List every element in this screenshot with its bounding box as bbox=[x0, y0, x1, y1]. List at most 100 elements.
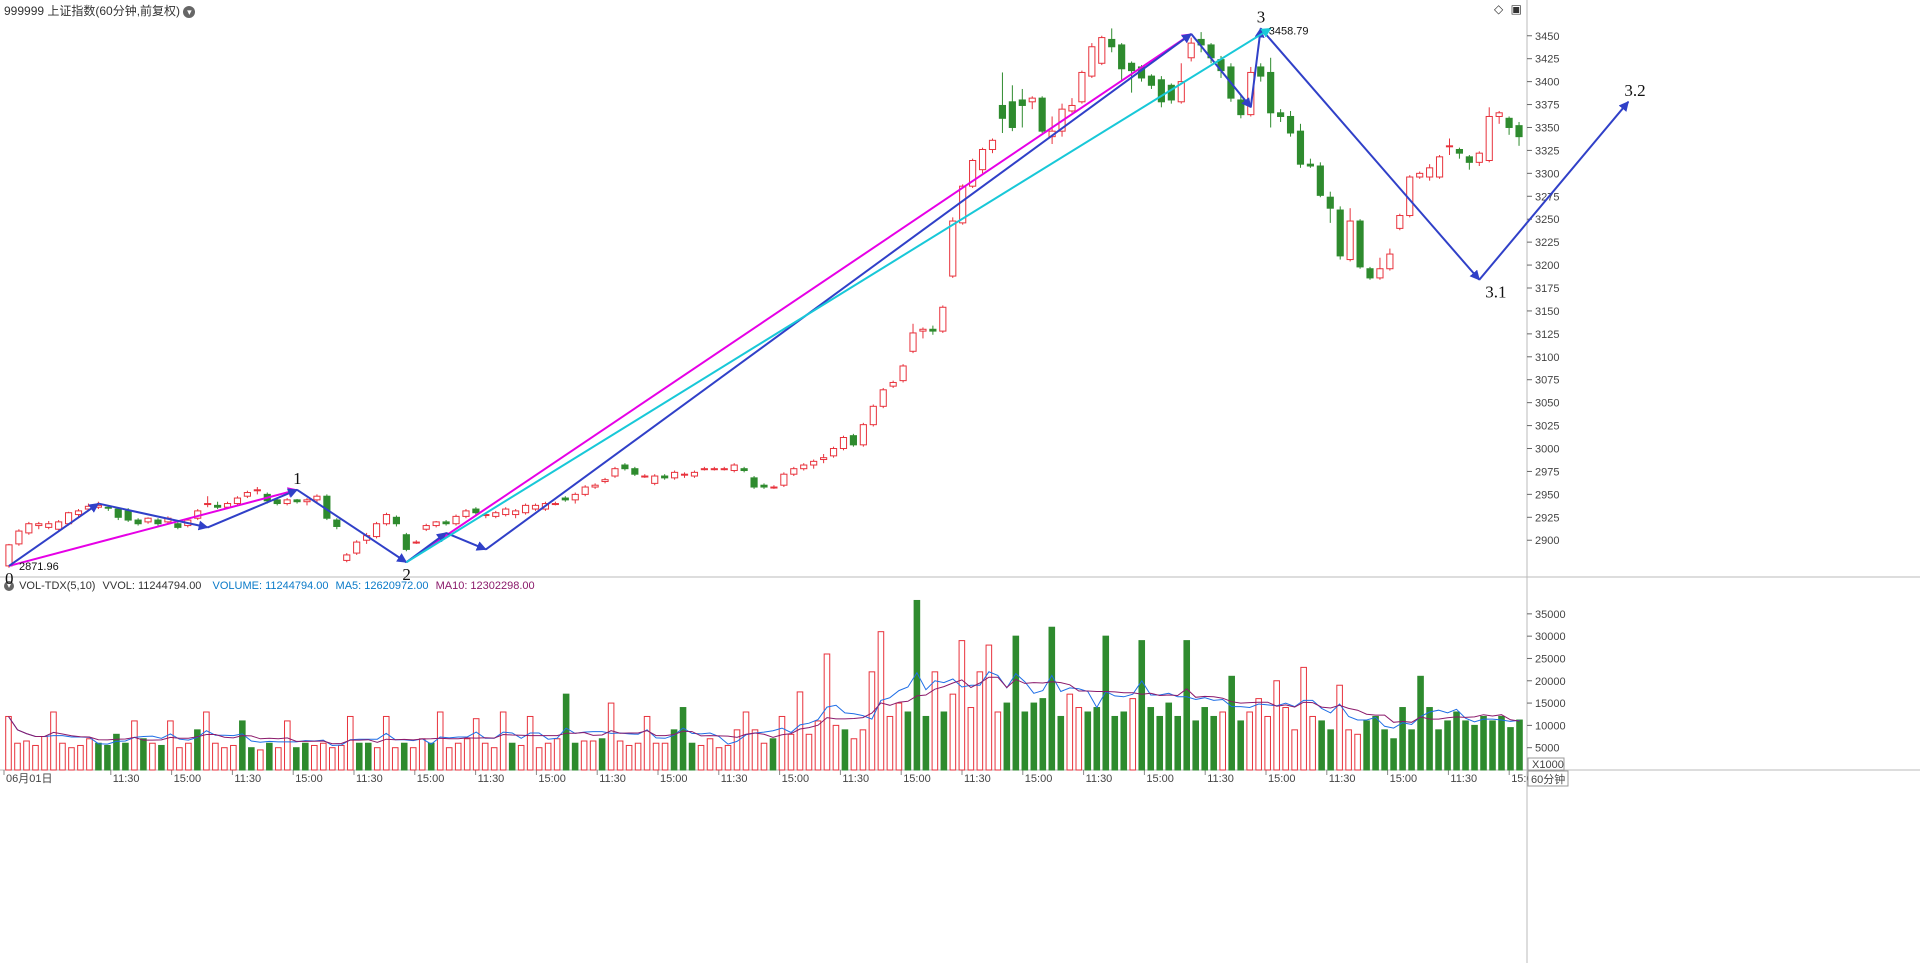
volume-menu-icon[interactable]: ▾ bbox=[4, 581, 14, 592]
candle-body bbox=[641, 475, 649, 478]
trend-line-cyan bbox=[405, 27, 1272, 564]
price-tick-label: 3125 bbox=[1535, 329, 1559, 341]
diamond-icon[interactable]: ◇ bbox=[1494, 2, 1504, 16]
candle-body bbox=[949, 220, 957, 277]
volume-bar bbox=[1174, 715, 1182, 771]
volume-bar bbox=[625, 744, 633, 771]
candle-body bbox=[1157, 79, 1165, 103]
candle-body bbox=[1267, 71, 1275, 114]
candle-body bbox=[899, 365, 907, 382]
volume-bar bbox=[1462, 720, 1469, 771]
candle-body bbox=[124, 510, 132, 521]
volume-indicator-name: VOL-TDX(5,10) bbox=[19, 580, 96, 592]
volume-bar bbox=[364, 742, 372, 771]
candle-body bbox=[114, 508, 122, 518]
high-price-label: 3458.79 bbox=[1269, 25, 1309, 37]
x-tick-label: 15:00 bbox=[1390, 773, 1418, 785]
candle-body bbox=[1495, 112, 1503, 117]
candle-body bbox=[829, 448, 838, 457]
volume-bar bbox=[104, 744, 111, 771]
candle-body bbox=[432, 521, 440, 527]
volume-bar bbox=[131, 720, 138, 771]
candle-body bbox=[810, 460, 818, 466]
trend-line-blue bbox=[1478, 101, 1630, 281]
volume-bar bbox=[5, 715, 12, 771]
candle-body bbox=[998, 104, 1007, 119]
price-tick-label: 3375 bbox=[1535, 100, 1559, 112]
candle-body bbox=[730, 464, 738, 472]
panel-icon[interactable]: ▣ bbox=[1510, 2, 1522, 16]
trend-line-blue bbox=[1190, 33, 1252, 109]
volume-bar bbox=[149, 742, 156, 771]
volume-bar bbox=[1129, 698, 1137, 771]
volume-bar bbox=[1354, 733, 1361, 771]
ma10-value: MA10: 12302298.00 bbox=[435, 580, 535, 592]
volume-bar bbox=[1300, 666, 1307, 771]
price-tick-label: 2925 bbox=[1535, 512, 1559, 524]
chevron-down-icon[interactable]: ▾ bbox=[183, 5, 196, 18]
x-tick-label: 11:30 bbox=[113, 773, 140, 785]
candle-body bbox=[1128, 62, 1136, 72]
candle-body bbox=[1118, 44, 1126, 70]
volume-bar bbox=[1471, 724, 1478, 771]
volume-bar bbox=[679, 707, 687, 771]
volume-bar bbox=[140, 738, 147, 771]
volume-bar bbox=[751, 729, 759, 771]
volume-bar bbox=[895, 702, 903, 771]
volume-bar bbox=[337, 744, 345, 771]
volume-bar bbox=[661, 742, 669, 771]
candle-body bbox=[671, 471, 679, 479]
volume-bar bbox=[50, 711, 57, 771]
candle-body bbox=[25, 523, 33, 534]
candle-body bbox=[631, 468, 639, 475]
candle-body bbox=[144, 517, 152, 523]
candle-body bbox=[1336, 209, 1344, 257]
price-tick-label: 3150 bbox=[1535, 306, 1559, 318]
candle-body bbox=[1237, 99, 1245, 116]
candle-body bbox=[512, 510, 520, 516]
candle-body bbox=[780, 473, 788, 486]
volume-bar bbox=[185, 742, 192, 771]
candle-body bbox=[561, 497, 569, 501]
candle-body bbox=[1346, 220, 1354, 261]
candle-body bbox=[283, 499, 291, 505]
wave-label: 3.1 bbox=[1485, 283, 1506, 302]
candle-body bbox=[1426, 167, 1434, 178]
candle-body bbox=[343, 554, 351, 561]
candle-body bbox=[472, 508, 480, 514]
candle-body bbox=[1296, 130, 1305, 165]
volume-bar bbox=[284, 720, 291, 771]
volume-bar bbox=[373, 747, 381, 771]
trend-line-magenta bbox=[8, 487, 299, 567]
volume-bar bbox=[1039, 698, 1047, 771]
volume-bar bbox=[418, 738, 426, 771]
volume-bar bbox=[427, 742, 435, 771]
price-tick-label: 3250 bbox=[1535, 214, 1559, 226]
volume-bar bbox=[976, 671, 984, 771]
price-tick-label: 3075 bbox=[1535, 375, 1559, 387]
candle-body bbox=[889, 381, 897, 387]
candle-body bbox=[1286, 115, 1295, 134]
trend-line-blue bbox=[98, 502, 209, 531]
candle-body bbox=[790, 468, 798, 475]
volume-bar bbox=[1435, 729, 1442, 771]
candle-body bbox=[1277, 112, 1285, 117]
period-box[interactable] bbox=[1527, 770, 1569, 787]
volume-bar bbox=[346, 715, 354, 771]
volume-bar bbox=[293, 747, 300, 771]
volume-bar bbox=[95, 742, 102, 771]
candle-body bbox=[1505, 117, 1513, 128]
candle-body bbox=[204, 503, 212, 506]
period-label: 60分钟 bbox=[1531, 772, 1565, 786]
volume-bar bbox=[1237, 720, 1244, 771]
volume-bar bbox=[589, 740, 597, 771]
volume-bar bbox=[1390, 738, 1397, 771]
x-tick-label: 15:00 bbox=[903, 773, 931, 785]
volume-bar bbox=[1246, 711, 1253, 771]
candle-body bbox=[273, 499, 281, 505]
volume-bar bbox=[1399, 707, 1406, 771]
volume-bar bbox=[302, 742, 309, 771]
volume-bar bbox=[787, 733, 795, 771]
volume-bar bbox=[724, 744, 732, 771]
